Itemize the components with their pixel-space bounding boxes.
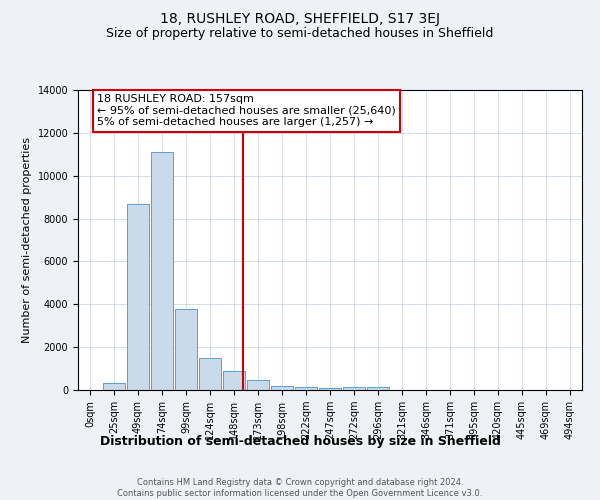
Bar — [199, 358, 221, 390]
Bar — [127, 204, 149, 390]
Bar — [295, 388, 317, 390]
Bar — [151, 152, 173, 390]
Text: Size of property relative to semi-detached houses in Sheffield: Size of property relative to semi-detach… — [106, 28, 494, 40]
Bar — [175, 308, 197, 390]
Text: Contains HM Land Registry data © Crown copyright and database right 2024.
Contai: Contains HM Land Registry data © Crown c… — [118, 478, 482, 498]
Y-axis label: Number of semi-detached properties: Number of semi-detached properties — [22, 137, 32, 343]
Bar — [319, 388, 341, 390]
Text: 18, RUSHLEY ROAD, SHEFFIELD, S17 3EJ: 18, RUSHLEY ROAD, SHEFFIELD, S17 3EJ — [160, 12, 440, 26]
Bar — [223, 370, 245, 390]
Text: 18 RUSHLEY ROAD: 157sqm
← 95% of semi-detached houses are smaller (25,640)
5% of: 18 RUSHLEY ROAD: 157sqm ← 95% of semi-de… — [97, 94, 396, 128]
Text: Distribution of semi-detached houses by size in Sheffield: Distribution of semi-detached houses by … — [100, 435, 500, 448]
Bar — [343, 388, 365, 390]
Bar — [271, 386, 293, 390]
Bar — [367, 388, 389, 390]
Bar — [103, 382, 125, 390]
Bar — [247, 380, 269, 390]
